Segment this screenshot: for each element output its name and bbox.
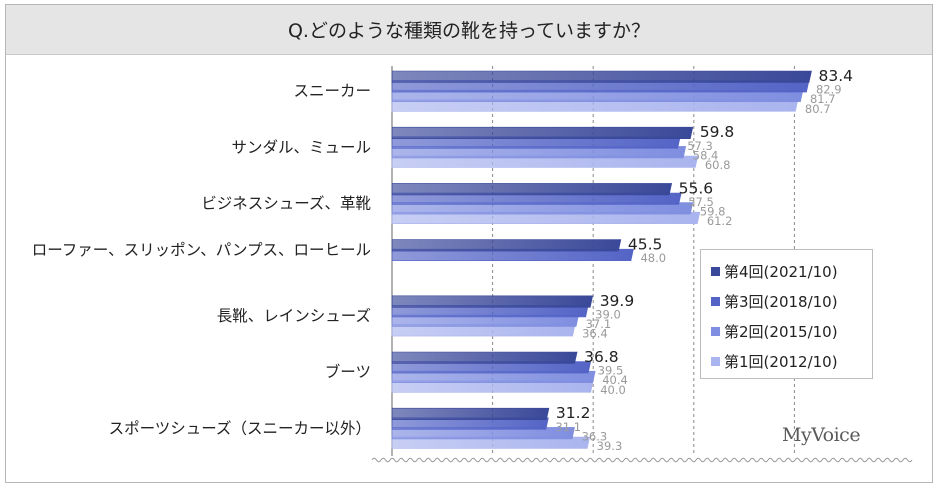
data-label: 57.3 bbox=[687, 139, 713, 153]
data-label: 81.7 bbox=[810, 92, 836, 106]
category-label: サンダル、ミュール bbox=[231, 138, 371, 156]
legend-item: 第4回(2021/10) bbox=[711, 256, 872, 286]
data-label: 83.4 bbox=[819, 67, 854, 85]
chart-title: Q.どのような種類の靴を持っていますか？ bbox=[6, 5, 932, 55]
legend-label: 第2回(2015/10) bbox=[724, 322, 838, 341]
data-label: 31.1 bbox=[555, 420, 581, 434]
category-label: スニーカー bbox=[293, 82, 371, 100]
legend-item: 第1回(2012/10) bbox=[711, 346, 872, 376]
category-label: スポーツシューズ（スニーカー以外） bbox=[109, 419, 371, 437]
data-label: 55.6 bbox=[679, 179, 714, 197]
data-label: 60.8 bbox=[705, 158, 731, 172]
data-label: 40.0 bbox=[600, 383, 626, 397]
data-label: 59.8 bbox=[700, 205, 726, 219]
legend-swatch bbox=[711, 296, 720, 306]
data-label: 37.1 bbox=[586, 317, 612, 331]
data-label: 36.4 bbox=[582, 327, 608, 341]
bar bbox=[391, 183, 673, 196]
legend-label: 第3回(2018/10) bbox=[724, 292, 838, 311]
legend-label: 第4回(2021/10) bbox=[724, 262, 838, 281]
legend-swatch bbox=[711, 326, 720, 336]
data-label: 48.0 bbox=[640, 251, 666, 265]
bar bbox=[391, 126, 694, 139]
legend-swatch bbox=[711, 356, 720, 366]
data-label: 36.8 bbox=[584, 348, 619, 366]
data-label: 82.9 bbox=[816, 83, 842, 97]
data-label: 45.5 bbox=[628, 236, 663, 254]
data-label: 39.9 bbox=[600, 292, 635, 310]
data-label: 57.5 bbox=[688, 195, 714, 209]
category-label: ビジネスシューズ、革靴 bbox=[201, 195, 371, 213]
data-label: 61.2 bbox=[707, 214, 733, 228]
data-label: 39.3 bbox=[597, 439, 623, 453]
data-label: 31.2 bbox=[556, 404, 591, 422]
bar bbox=[391, 70, 812, 83]
bar bbox=[391, 239, 622, 252]
category-label: ローファー、スリッポン、パンプス、ローヒール bbox=[32, 241, 371, 259]
legend-item: 第2回(2015/10) bbox=[711, 316, 872, 346]
data-label: 40.4 bbox=[602, 373, 628, 387]
category-label: ブーツ bbox=[325, 362, 371, 381]
data-label: 59.8 bbox=[700, 123, 735, 141]
bar bbox=[391, 407, 550, 421]
legend-label: 第1回(2012/10) bbox=[724, 352, 838, 371]
data-label: 39.5 bbox=[598, 364, 624, 378]
legend-item: 第3回(2018/10) bbox=[711, 286, 872, 316]
data-label: 80.7 bbox=[805, 102, 831, 116]
brand-logo: MyVoice bbox=[782, 424, 861, 446]
legend-swatch bbox=[711, 266, 720, 276]
break-line bbox=[371, 457, 913, 463]
bar bbox=[391, 351, 578, 364]
data-label: 58.4 bbox=[693, 148, 719, 162]
legend: 第4回(2021/10) 第3回(2018/10) 第2回(2015/10) 第… bbox=[700, 249, 873, 379]
data-label: 36.3 bbox=[582, 429, 608, 443]
bar bbox=[391, 295, 594, 308]
category-label: 長靴、レインシューズ bbox=[217, 307, 371, 325]
data-label: 39.0 bbox=[595, 307, 621, 321]
